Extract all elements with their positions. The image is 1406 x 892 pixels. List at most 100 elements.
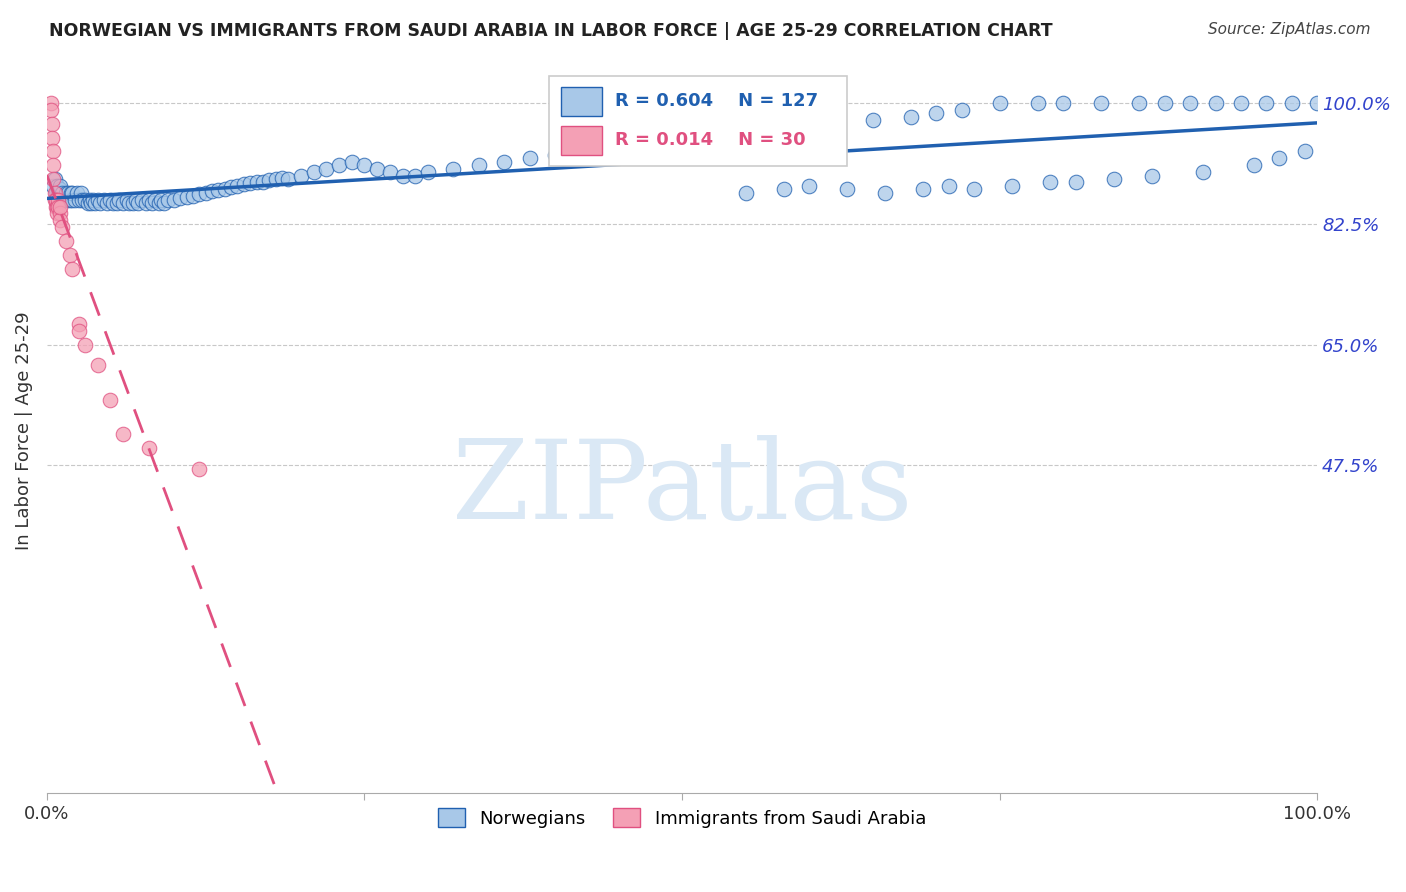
Point — [135, 196, 157, 211]
Point — [56, 193, 79, 207]
Point — [112, 427, 135, 442]
Point — [302, 165, 325, 179]
Point — [569, 145, 592, 159]
Point — [45, 200, 67, 214]
Point — [1039, 176, 1062, 190]
Point — [163, 193, 186, 207]
Point — [46, 200, 69, 214]
Point — [938, 178, 960, 193]
Point — [709, 127, 731, 141]
Point — [60, 186, 83, 200]
Point — [620, 137, 643, 152]
Point — [239, 176, 262, 190]
Point — [925, 106, 948, 120]
Point — [1256, 96, 1278, 111]
Point — [42, 145, 65, 159]
Point — [46, 186, 69, 200]
FancyBboxPatch shape — [548, 76, 848, 167]
Point — [797, 178, 820, 193]
Point — [118, 196, 141, 211]
Point — [264, 172, 287, 186]
Point — [1306, 96, 1329, 111]
Legend: Norwegians, Immigrants from Saudi Arabia: Norwegians, Immigrants from Saudi Arabia — [432, 801, 934, 835]
Point — [169, 191, 191, 205]
Point — [67, 193, 90, 207]
Point — [252, 175, 274, 189]
Point — [544, 148, 567, 162]
Point — [72, 193, 94, 207]
Point — [1140, 169, 1163, 183]
Point — [138, 193, 160, 207]
Point — [912, 182, 935, 196]
Point — [127, 196, 149, 211]
Point — [645, 134, 668, 148]
Point — [59, 248, 82, 262]
Point — [45, 186, 67, 200]
Point — [1064, 176, 1087, 190]
Point — [63, 193, 86, 207]
Point — [55, 186, 77, 200]
Point — [96, 196, 118, 211]
Point — [772, 182, 794, 196]
Point — [115, 193, 138, 207]
Point — [441, 161, 464, 176]
Point — [100, 392, 122, 407]
Point — [46, 178, 69, 193]
Point — [595, 141, 617, 155]
Point — [391, 169, 413, 183]
Text: R = 0.604    N = 127: R = 0.604 N = 127 — [614, 92, 818, 110]
Point — [824, 117, 846, 131]
Point — [41, 117, 63, 131]
Point — [42, 158, 65, 172]
Point — [950, 103, 973, 117]
Point — [89, 196, 111, 211]
Point — [468, 158, 491, 172]
Point — [1001, 178, 1024, 193]
FancyBboxPatch shape — [561, 126, 602, 155]
Text: R = 0.014    N = 30: R = 0.014 N = 30 — [614, 131, 806, 149]
Point — [734, 186, 756, 200]
Point — [51, 186, 73, 200]
Point — [60, 261, 83, 276]
Point — [219, 180, 242, 194]
Point — [86, 359, 108, 373]
Point — [93, 193, 115, 207]
Point — [60, 186, 83, 200]
Point — [214, 181, 236, 195]
Point — [39, 103, 62, 117]
Point — [404, 169, 426, 183]
Point — [988, 96, 1011, 111]
Point — [143, 193, 166, 207]
Point — [48, 213, 70, 227]
Point — [80, 196, 103, 211]
Y-axis label: In Labor Force | Age 25-29: In Labor Force | Age 25-29 — [15, 311, 32, 550]
Point — [152, 196, 174, 211]
Point — [100, 193, 122, 207]
Point — [900, 110, 922, 124]
Point — [245, 176, 267, 190]
Point — [108, 193, 131, 207]
Point — [76, 196, 98, 211]
Point — [963, 182, 986, 196]
Point — [67, 324, 90, 338]
Point — [46, 200, 69, 214]
Point — [42, 172, 65, 186]
Point — [48, 178, 70, 193]
Text: ZIPatlas: ZIPatlas — [451, 435, 912, 542]
Point — [73, 193, 96, 207]
Point — [48, 200, 70, 214]
Point — [141, 196, 163, 211]
Point — [315, 161, 337, 176]
Point — [1052, 96, 1074, 111]
Text: NORWEGIAN VS IMMIGRANTS FROM SAUDI ARABIA IN LABOR FORCE | AGE 25-29 CORRELATION: NORWEGIAN VS IMMIGRANTS FROM SAUDI ARABI… — [49, 22, 1053, 40]
Point — [1102, 172, 1125, 186]
Point — [156, 193, 179, 207]
Point — [188, 187, 211, 202]
Point — [1294, 145, 1316, 159]
Point — [1128, 96, 1150, 111]
FancyBboxPatch shape — [561, 87, 602, 116]
Point — [1192, 165, 1215, 179]
Point — [519, 151, 541, 165]
Point — [837, 182, 859, 196]
Point — [188, 462, 211, 476]
